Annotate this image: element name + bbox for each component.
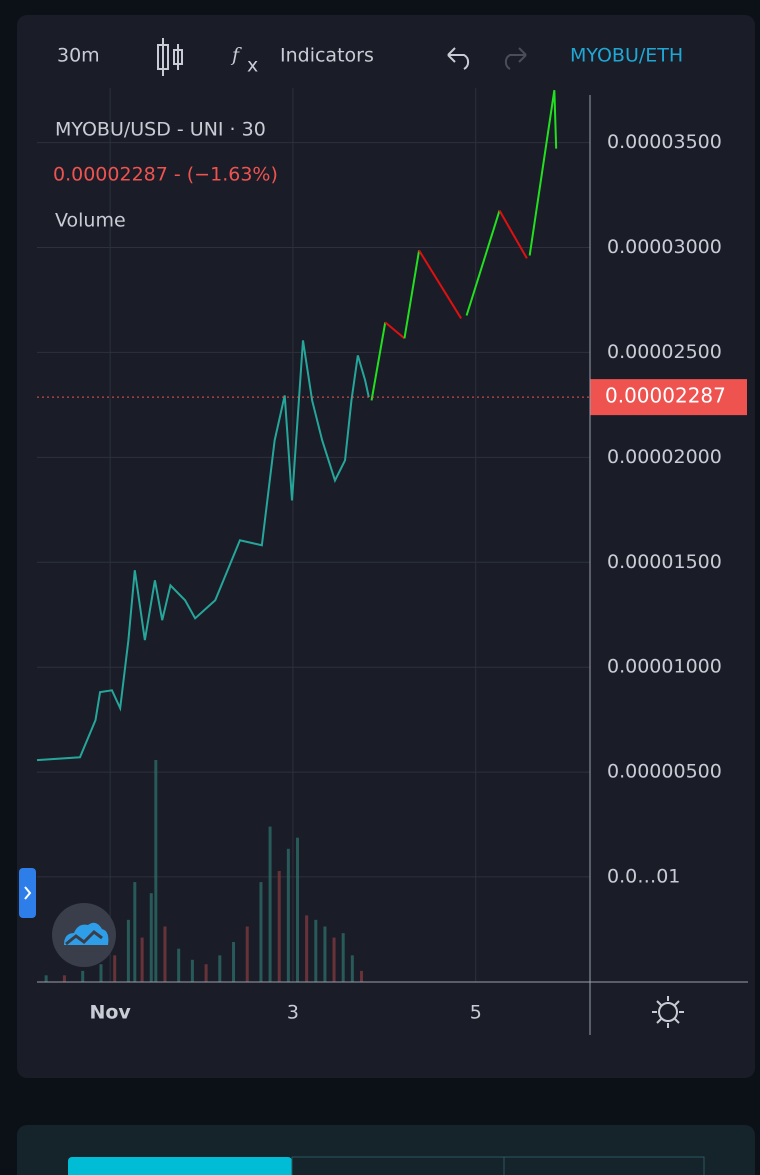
legend-price: 0.00002287 - (−1.63%) <box>53 164 278 186</box>
volume-bar <box>154 760 158 982</box>
side-tab-arrow <box>24 886 32 900</box>
volume-bar <box>332 937 336 982</box>
y-tick-label: 0.00000500 <box>607 761 722 783</box>
volume-label: Volume <box>55 210 126 232</box>
last-price-label: 0.00002287 <box>605 384 726 408</box>
drawing-line <box>465 210 501 316</box>
svg-text:x: x <box>247 55 258 77</box>
volume-bar <box>305 915 309 982</box>
drawing-line <box>384 321 406 340</box>
volume-bar <box>126 919 130 982</box>
chart-card <box>17 15 755 1078</box>
svg-text:f: f <box>230 44 242 66</box>
volume-bar <box>359 970 363 982</box>
volume-bar <box>350 955 354 982</box>
logo-cloud <box>64 922 109 945</box>
tab[interactable] <box>503 1156 705 1175</box>
side-tab[interactable] <box>19 868 36 918</box>
volume-bar <box>163 926 167 982</box>
drawing-line <box>418 249 462 319</box>
volume-bar <box>44 975 48 982</box>
volume-bar <box>149 893 153 982</box>
volume-bar <box>323 926 327 982</box>
drawing-line <box>403 250 421 339</box>
y-tick-label: 0.00001500 <box>607 551 722 573</box>
x-tick-label: 5 <box>470 1002 482 1024</box>
volume-bar <box>245 926 249 982</box>
volume-bar <box>296 837 300 982</box>
volume-bar <box>133 882 137 982</box>
y-tick-label: 0.00002000 <box>607 446 722 468</box>
volume-bar <box>62 975 66 982</box>
x-tick-label: 3 <box>287 1002 299 1024</box>
plot: 0.0…01 0.00000500 0.00001000 0.00001500 0.00… <box>36 88 747 1024</box>
indicators-button[interactable]: Indicators <box>280 45 374 67</box>
y-tick-label: 0.00003500 <box>607 131 722 153</box>
y-tick-label: 0.00001000 <box>607 656 722 678</box>
volume-bar <box>259 882 263 982</box>
volume-bar <box>204 964 208 982</box>
symbol-button[interactable]: MYOBU/ETH <box>570 45 683 67</box>
y-tick-label: 0.0…01 <box>607 865 680 887</box>
x-tick-label: Nov <box>89 1002 131 1024</box>
volume-bar <box>81 970 85 982</box>
volume-bar <box>286 848 290 982</box>
volume-bar <box>314 919 318 982</box>
interval-button[interactable]: 30m <box>57 45 100 67</box>
volume-bar <box>177 948 181 982</box>
drawing-line <box>528 89 558 256</box>
volume-bar <box>113 955 117 982</box>
drawing-line <box>498 210 528 259</box>
drawing-line <box>370 322 387 401</box>
volume-bar <box>232 942 236 982</box>
price-line <box>36 340 370 762</box>
chart-title: MYOBU/USD - UNI · 30 <box>55 119 266 141</box>
volume-bar <box>99 964 103 982</box>
tab-active[interactable] <box>68 1157 292 1175</box>
undo-icon[interactable] <box>447 47 470 70</box>
y-tick-label: 0.00003000 <box>607 236 722 258</box>
volume-bar <box>268 826 272 982</box>
settings-icon[interactable] <box>652 996 684 1028</box>
redo-icon[interactable] <box>504 47 527 70</box>
volume-bar <box>140 937 144 982</box>
candle-icon[interactable] <box>157 38 183 76</box>
last-price-tag <box>590 379 747 416</box>
y-tick-label: 0.00002500 <box>607 341 722 363</box>
volume-bar <box>277 871 281 982</box>
volume-bar <box>218 955 222 982</box>
volume-bar <box>341 933 345 982</box>
volume-bar <box>190 959 194 982</box>
logo-line <box>65 930 103 946</box>
